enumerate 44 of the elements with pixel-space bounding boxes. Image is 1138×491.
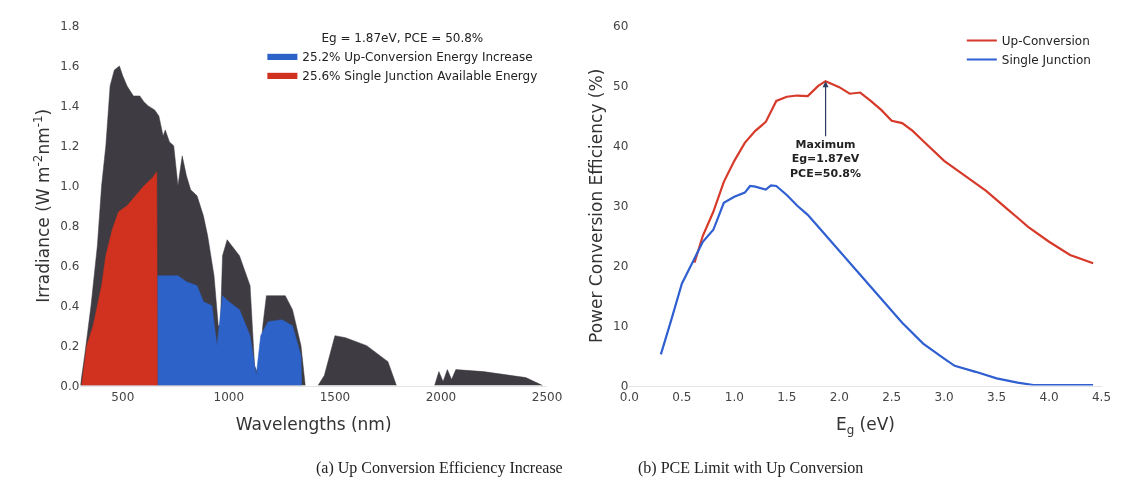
x-tick-label: 4.5 <box>1091 390 1112 404</box>
x-tick-label: 2500 <box>531 390 563 404</box>
x-tick-label: 1500 <box>319 390 351 404</box>
y-tick-label: 0.4 <box>60 298 80 313</box>
y-tick-label: 20 <box>613 258 629 273</box>
x-tick-label: 2000 <box>425 390 457 404</box>
legend-label: Up-Conversion <box>1001 34 1090 49</box>
y-tick-label: 1.8 <box>60 19 80 34</box>
x-tick-label: 500 <box>111 390 135 404</box>
y-tick-label: 30 <box>613 199 629 214</box>
legend-title: Eg = 1.87eV, PCE = 50.8% <box>321 30 484 45</box>
text: (b) PCE Limit with Up Conversion <box>638 459 864 477</box>
annotation: Maximum Eg=1.87eV PCE=50.8% <box>790 138 862 180</box>
y-tick-label: 40 <box>613 139 629 154</box>
y-tick-label: 10 <box>613 318 629 333</box>
y-tick-label: 0.0 <box>60 378 80 393</box>
y-tick-label: 50 <box>613 79 629 94</box>
y-axis-title: Power Conversion Efficiency (%) <box>585 68 606 343</box>
x-tick-label: 2.5 <box>882 390 902 404</box>
y-tick-label: 0.8 <box>60 218 80 233</box>
y-tick-label: 0.6 <box>60 258 80 273</box>
x-tick-label: 2.0 <box>829 390 849 404</box>
x-axis-title: Wavelengths (nm) <box>235 414 392 435</box>
y-tick-label: 0.2 <box>60 338 80 353</box>
y-tick-label: 60 <box>613 19 629 34</box>
y-tick-label: 1.6 <box>60 59 80 74</box>
legend-label: 25.2% Up-Conversion Energy Increase <box>302 49 533 64</box>
x-tick-label: 0.5 <box>672 390 692 404</box>
y-tick-label: 0 <box>620 378 629 393</box>
x-axis-title: E$_{g}$ (eV) <box>835 414 895 437</box>
text: (a) Up Conversion Efficiency Increase <box>316 459 563 477</box>
legend-label: Single Junction <box>1001 53 1091 68</box>
x-tick-label: 1.0 <box>724 390 744 404</box>
y-tick-label: 1.0 <box>60 179 80 194</box>
x-tick-label: 3.5 <box>987 390 1007 404</box>
legend-label: 25.6% Single Junction Available Energy <box>302 68 538 83</box>
line-series <box>659 184 1095 386</box>
x-tick-label: 1000 <box>213 390 245 404</box>
y-tick-label: 1.2 <box>60 139 80 154</box>
y-tick-label: 1.4 <box>60 99 80 114</box>
x-tick-label: 4.0 <box>1039 390 1059 404</box>
x-tick-label: 1.5 <box>777 390 797 404</box>
x-tick-label: 3.0 <box>934 390 954 404</box>
line-series <box>693 80 1095 265</box>
